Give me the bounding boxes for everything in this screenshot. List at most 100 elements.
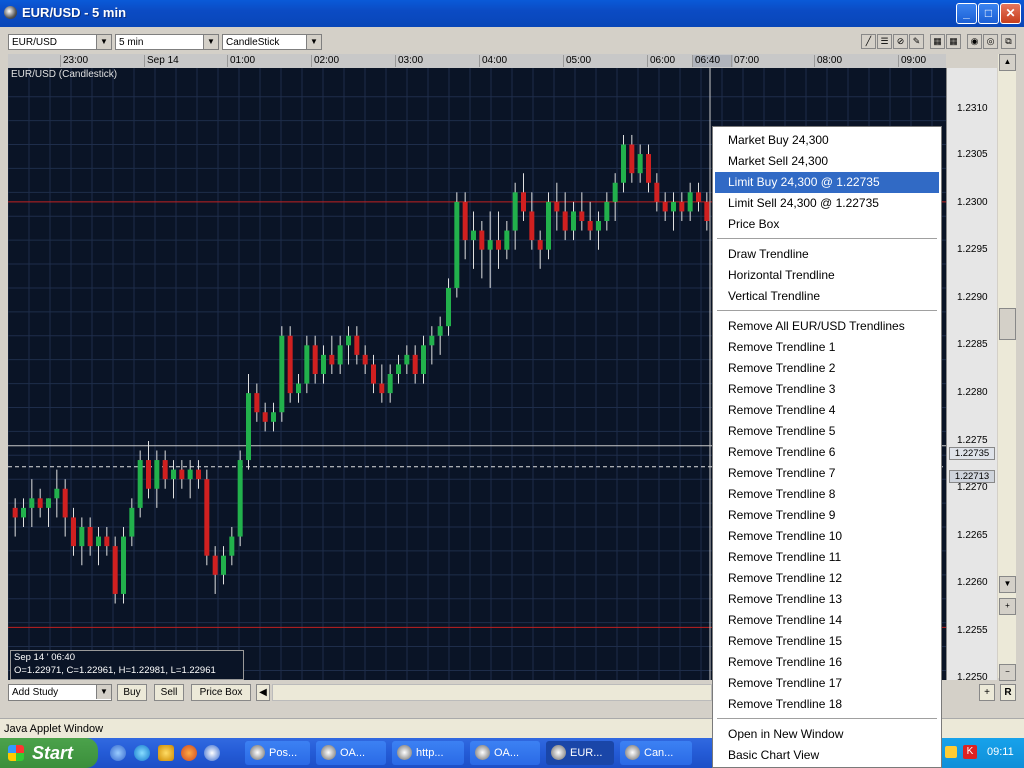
- candle-body: [296, 383, 301, 394]
- candle-body: [196, 469, 201, 480]
- menu-item-remove-trendline[interactable]: Remove Trendline 2: [728, 361, 836, 375]
- candle-body: [71, 517, 76, 547]
- menu-item-remove-trendline[interactable]: Remove Trendline 5: [728, 424, 836, 438]
- taskbar-item[interactable]: Can...: [620, 741, 692, 765]
- taskbar-item[interactable]: OA...: [470, 741, 540, 765]
- menu-item-remove-trendline[interactable]: Remove Trendline 1: [728, 340, 836, 354]
- horizontal-scrollbar[interactable]: [272, 684, 712, 701]
- menu-item-remove-trendline[interactable]: Remove Trendline 13: [728, 592, 843, 606]
- menu-separator: [717, 310, 937, 311]
- menu-item-remove-trendline[interactable]: Remove Trendline 14: [728, 613, 843, 627]
- candle-body: [554, 201, 560, 212]
- detach-window-icon[interactable]: ⧉: [1001, 34, 1016, 49]
- sell-button[interactable]: Sell: [154, 684, 184, 701]
- menu-item-horizontal-trendline[interactable]: Horizontal Trendline: [728, 268, 835, 282]
- trendline-tool-icon[interactable]: ╱: [861, 34, 876, 49]
- interval-select[interactable]: 5 min ▼: [115, 34, 219, 50]
- zoom-plus-icon[interactable]: +: [979, 684, 995, 701]
- candle-body: [429, 335, 435, 346]
- scroll-left-icon[interactable]: ◀: [256, 684, 270, 701]
- candle-body: [204, 479, 210, 556]
- zoom-plus-icon[interactable]: +: [999, 598, 1016, 615]
- media-player-icon[interactable]: [204, 745, 220, 761]
- candle-body: [79, 527, 85, 547]
- menu-item-basic-chart-view[interactable]: Basic Chart View: [728, 748, 820, 762]
- menu-item-price-box[interactable]: Price Box: [728, 217, 780, 231]
- zoom-out-icon[interactable]: ◎: [983, 34, 998, 49]
- time-label: 05:00: [563, 55, 591, 67]
- menu-item-vertical-trendline[interactable]: Vertical Trendline: [728, 289, 821, 303]
- taskbar-item[interactable]: Pos...: [245, 741, 310, 765]
- close-button[interactable]: ✕: [1000, 3, 1021, 24]
- menu-item-draw-trendline[interactable]: Draw Trendline: [728, 247, 809, 261]
- menu-separator: [717, 718, 937, 719]
- scroll-up-icon[interactable]: ▲: [999, 54, 1016, 71]
- window-title-bar[interactable]: EUR/USD - 5 min _ □ ✕: [0, 0, 1024, 27]
- scroll-thumb[interactable]: [999, 308, 1016, 340]
- internet-explorer-icon[interactable]: [134, 745, 150, 761]
- candle-body: [521, 192, 526, 212]
- tray-antivirus-icon[interactable]: K: [963, 745, 977, 759]
- menu-item-remove-trendline[interactable]: Remove Trendline 3: [728, 382, 836, 396]
- window-icon: [397, 745, 412, 760]
- interval-value: 5 min: [119, 37, 144, 48]
- menu-item-limit-buy[interactable]: Limit Buy 24,300 @ 1.22735: [715, 172, 939, 193]
- maximize-button[interactable]: □: [978, 3, 999, 24]
- taskbar-item-active[interactable]: EUR...: [546, 741, 614, 765]
- taskbar-item[interactable]: OA...: [316, 741, 386, 765]
- firefox-icon[interactable]: [181, 745, 197, 761]
- add-study-select[interactable]: Add Study ▼: [8, 684, 112, 701]
- candle-body: [246, 393, 251, 461]
- price-box-button[interactable]: Price Box: [191, 684, 251, 701]
- candle-body: [412, 354, 418, 374]
- buy-button[interactable]: Buy: [117, 684, 147, 701]
- reset-button[interactable]: R: [1000, 684, 1016, 701]
- crosshair-price-box: 1.22735: [949, 447, 995, 460]
- show-desktop-icon[interactable]: [110, 745, 126, 761]
- horizontal-line-tool-icon[interactable]: ☰: [877, 34, 892, 49]
- menu-item-remove-trendline[interactable]: Remove Trendline 15: [728, 634, 843, 648]
- menu-item-open-new-window[interactable]: Open in New Window: [728, 727, 844, 741]
- menu-item-limit-sell[interactable]: Limit Sell 24,300 @ 1.22735: [728, 196, 879, 210]
- menu-item-remove-trendline[interactable]: Remove Trendline 4: [728, 403, 836, 417]
- menu-item-remove-trendline[interactable]: Remove Trendline 9: [728, 508, 836, 522]
- tray-flag-icon[interactable]: [945, 746, 957, 758]
- menu-item-remove-all-trendlines[interactable]: Remove All EUR/USD Trendlines: [728, 319, 905, 333]
- menu-item-remove-trendline[interactable]: Remove Trendline 18: [728, 697, 843, 711]
- clock[interactable]: 09:11: [987, 746, 1014, 758]
- grid-alt-tool-icon[interactable]: ▦: [946, 34, 961, 49]
- zoom-minus-icon[interactable]: −: [999, 664, 1016, 681]
- menu-item-remove-trendline[interactable]: Remove Trendline 12: [728, 571, 843, 585]
- app-quick-icon[interactable]: [158, 745, 174, 761]
- menu-item-remove-trendline[interactable]: Remove Trendline 11: [728, 550, 842, 564]
- menu-item-remove-trendline[interactable]: Remove Trendline 8: [728, 487, 836, 501]
- vertical-scrollbar[interactable]: ▲ ▼ + −: [998, 54, 1016, 681]
- grid-tool-icon[interactable]: ▦: [930, 34, 945, 49]
- zoom-in-icon[interactable]: ◉: [967, 34, 982, 49]
- menu-item-remove-trendline[interactable]: Remove Trendline 16: [728, 655, 843, 669]
- menu-item-remove-trendline[interactable]: Remove Trendline 6: [728, 445, 836, 459]
- scroll-down-icon[interactable]: ▼: [999, 576, 1016, 593]
- time-label: 06:00: [647, 55, 675, 67]
- candle-body: [354, 335, 360, 355]
- start-button[interactable]: Start: [0, 738, 98, 768]
- time-label: 01:00: [227, 55, 255, 67]
- chevron-down-icon[interactable]: ▼: [306, 35, 321, 49]
- chevron-down-icon[interactable]: ▼: [203, 35, 218, 49]
- menu-item-remove-trendline[interactable]: Remove Trendline 7: [728, 466, 836, 480]
- taskbar-item[interactable]: http...: [392, 741, 464, 765]
- candle-body: [46, 498, 51, 508]
- erase-tool-icon[interactable]: ⊘: [893, 34, 908, 49]
- menu-item-remove-trendline[interactable]: Remove Trendline 17: [728, 676, 843, 690]
- time-label: 23:00: [60, 55, 88, 67]
- minimize-button[interactable]: _: [956, 3, 977, 24]
- menu-item-remove-trendline[interactable]: Remove Trendline 10: [728, 529, 843, 543]
- menu-item-market-buy[interactable]: Market Buy 24,300: [728, 133, 829, 147]
- menu-item-market-sell[interactable]: Market Sell 24,300: [728, 154, 829, 168]
- symbol-select[interactable]: EUR/USD ▼: [8, 34, 112, 50]
- candle-body: [37, 498, 43, 508]
- chevron-down-icon[interactable]: ▼: [96, 35, 111, 49]
- chevron-down-icon[interactable]: ▼: [96, 685, 111, 699]
- pencil-tool-icon[interactable]: ✎: [909, 34, 924, 49]
- chart-type-select[interactable]: CandleStick ▼: [222, 34, 322, 50]
